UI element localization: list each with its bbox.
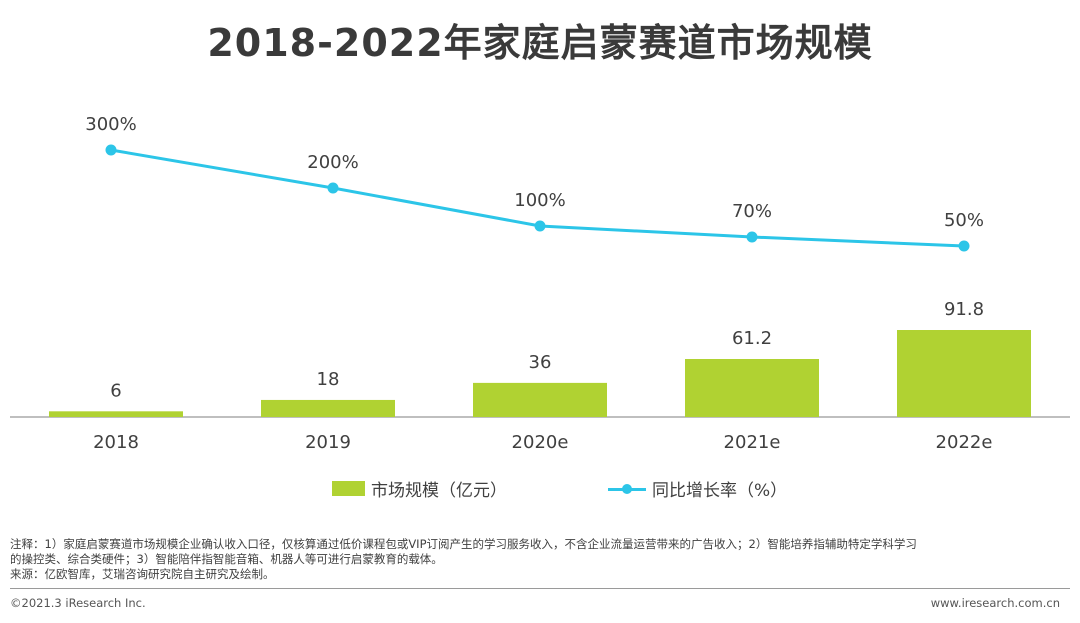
x-tick-label-2021e: 2021e [724,432,781,453]
legend-label-market-size: 市场规模（亿元） [371,481,507,501]
legend-line-swatch [608,481,646,497]
growth-rate-point-2021e [746,231,758,243]
bar-2021e [685,359,819,417]
x-tick-label-2020e: 2020e [512,432,569,453]
legend-item-growth-rate: 同比增长率（%） [608,476,787,501]
growth-rate-point-2022e [958,240,970,252]
chart-legend: 市场规模（亿元） 同比增长率（%） [0,476,1080,502]
growth-rate-label-2020e: 100% [514,190,565,211]
growth-rate-point-2018 [105,144,117,156]
bar-value-label-2021e: 61.2 [732,328,772,349]
growth-rate-label-2022e: 50% [944,210,984,231]
bar-2020e [473,382,607,417]
footer-copyright: ©2021.3 iResearch Inc. [10,596,146,610]
bar-value-label-2019: 18 [317,369,340,390]
growth-rate-label-2019: 200% [307,152,358,173]
bar-2022e [897,330,1031,417]
bar-2018 [49,411,183,417]
bar-value-label-2022e: 91.8 [944,299,984,320]
x-tick-label-2018: 2018 [93,432,139,453]
note-line-1: 注释：1）家庭启蒙赛道市场规模企业确认收入口径，仅核算通过低价课程包或VIP订阅… [10,537,917,551]
x-tick-label-2022e: 2022e [936,432,993,453]
note-line-2: 的操控类、综合类硬件；3）智能陪伴指智能音箱、机器人等可进行启蒙教育的载体。 [10,552,443,566]
growth-rate-label-2018: 300% [85,114,136,135]
note-source: 来源：亿欧智库，艾瑞咨询研究院自主研究及绘制。 [10,567,275,581]
bar-value-label-2018: 6 [110,380,121,401]
legend-item-market-size: 市场规模（亿元） [332,476,507,501]
chart-title: 2018-2022年家庭启蒙赛道市场规模 [207,21,873,65]
bar-value-label-2020e: 36 [529,352,552,373]
legend-bar-swatch [332,481,365,496]
combo-chart: 6 2018 18 2019 36 2020e 61.2 2021e 91.8 2022e 300%… [10,114,1070,453]
growth-rate-label-2021e: 70% [732,201,772,222]
growth-rate-point-2020e [534,220,546,232]
bar-2019 [261,399,395,417]
growth-rate-point-2019 [327,182,339,194]
legend-label-growth-rate: 同比增长率（%） [652,481,788,501]
x-tick-label-2019: 2019 [305,432,351,453]
footer-website[interactable]: www.iresearch.com.cn [930,596,1060,610]
footer-divider [10,588,1070,589]
chart-notes: 注释：1）家庭启蒙赛道市场规模企业确认收入口径，仅核算通过低价课程包或VIP订阅… [10,537,1072,582]
